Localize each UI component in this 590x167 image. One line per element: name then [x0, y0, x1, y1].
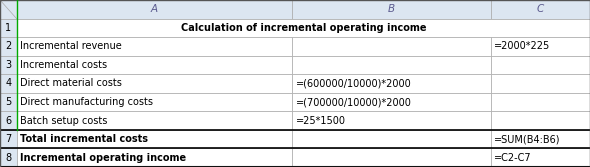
- Bar: [0, 148, 17, 167]
- Bar: [0, 37, 17, 56]
- Bar: [292, 111, 491, 130]
- Bar: [0, 111, 17, 130]
- Bar: [292, 74, 491, 93]
- Bar: [0, 56, 17, 74]
- Text: =(600000/10000)*2000: =(600000/10000)*2000: [296, 78, 411, 89]
- Bar: [292, 37, 491, 56]
- Text: 5: 5: [5, 97, 11, 107]
- Text: C: C: [537, 4, 544, 14]
- Bar: [491, 130, 590, 148]
- Bar: [17, 74, 292, 93]
- Text: Direct manufacturing costs: Direct manufacturing costs: [20, 97, 153, 107]
- Bar: [292, 148, 491, 167]
- Text: 2: 2: [5, 41, 11, 51]
- Bar: [17, 148, 292, 167]
- Bar: [292, 0, 491, 19]
- Bar: [491, 56, 590, 74]
- Bar: [17, 37, 292, 56]
- Bar: [292, 56, 491, 74]
- Bar: [491, 148, 590, 167]
- Text: Calculation of incremental operating income: Calculation of incremental operating inc…: [181, 23, 426, 33]
- Text: 3: 3: [5, 60, 11, 70]
- Text: Direct material costs: Direct material costs: [20, 78, 122, 89]
- Bar: [0, 130, 17, 148]
- Text: 7: 7: [5, 134, 11, 144]
- Bar: [17, 130, 292, 148]
- Bar: [491, 0, 590, 19]
- Bar: [491, 37, 590, 56]
- Text: =2000*225: =2000*225: [494, 41, 550, 51]
- Text: Incremental costs: Incremental costs: [20, 60, 107, 70]
- Bar: [17, 19, 590, 37]
- Text: Total incremental costs: Total incremental costs: [20, 134, 148, 144]
- Bar: [491, 93, 590, 111]
- Text: =C2-C7: =C2-C7: [494, 153, 532, 163]
- Bar: [17, 93, 292, 111]
- Text: 6: 6: [5, 116, 11, 126]
- Bar: [0, 93, 17, 111]
- Text: A: A: [150, 4, 158, 14]
- Text: Incremental revenue: Incremental revenue: [20, 41, 122, 51]
- Bar: [17, 0, 292, 19]
- Bar: [292, 130, 491, 148]
- Bar: [0, 74, 17, 93]
- Text: Batch setup costs: Batch setup costs: [20, 116, 107, 126]
- Bar: [17, 56, 292, 74]
- Text: 4: 4: [5, 78, 11, 89]
- Text: B: B: [388, 4, 395, 14]
- Text: =(700000/10000)*2000: =(700000/10000)*2000: [296, 97, 411, 107]
- Bar: [491, 111, 590, 130]
- Text: =SUM(B4:B6): =SUM(B4:B6): [494, 134, 561, 144]
- Text: 8: 8: [5, 153, 11, 163]
- Bar: [0, 19, 17, 37]
- Text: 1: 1: [5, 23, 11, 33]
- Bar: [491, 74, 590, 93]
- Bar: [292, 93, 491, 111]
- Text: =25*1500: =25*1500: [296, 116, 346, 126]
- Bar: [0, 0, 17, 19]
- Text: Incremental operating income: Incremental operating income: [20, 153, 186, 163]
- Bar: [17, 111, 292, 130]
